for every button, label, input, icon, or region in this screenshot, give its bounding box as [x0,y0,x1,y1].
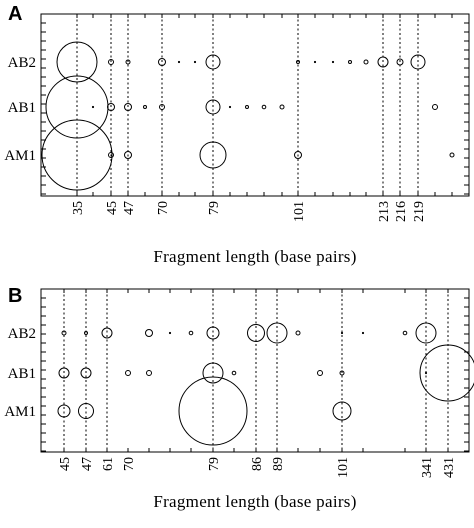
panel-a-point-ab2-110 [313,60,317,64]
panel-b-point-ab2-101 [340,331,344,335]
panel-b-x-tick-label-61: 61 [101,457,116,471]
panel-b-x-tick-label-70: 70 [122,457,137,471]
panel-a-point-ab1-70 [159,104,165,110]
panel-b-point-ab2-300 [402,330,408,336]
panel-b-point-ab2-45 [61,330,67,336]
panel-a-x-tick-label-219: 219 [412,201,427,222]
panel-b-point-ab2-47 [84,331,88,335]
panel-a-x-tick-label-70: 70 [156,201,171,215]
panel-b-x-tick-label-101: 101 [336,457,351,478]
panel-a-x-tick-label-47: 47 [122,201,137,215]
panel-a-x-tick-label-35: 35 [71,201,86,215]
panel-a-point-ab1-79 [205,99,221,115]
panel-b-point-ab2-61 [101,327,113,339]
panel-a-point-am1-47 [124,151,132,159]
panel-a-x-tick-label-213: 213 [377,201,392,222]
panel-b-point-ab1-82 [231,370,237,376]
panel-a-row-label-ab1: AB1 [8,100,36,116]
panel-b-row-label-ab2: AB2 [8,326,36,342]
panel-a-point-ab2-47 [125,59,131,65]
panel-a-x-axis-title: Fragment length (base pairs) [153,247,356,266]
panel-a-x-tick-label-45: 45 [105,201,120,215]
panel-a-point-ab2-70 [158,58,166,66]
panel-b-point-am1-79 [178,376,248,446]
panel-b-x-tick-label-431: 431 [442,457,457,478]
panel-b-point-am1-47 [78,403,94,419]
panel-b-point-ab2-76 [188,330,194,336]
panel-a-x-tick-label-101: 101 [292,201,307,222]
panel-a-point-ab2-45 [108,59,114,65]
panel-b-point-ab1-341 [424,371,428,375]
panel-b-point-ab2-341 [415,322,437,344]
panel-b-point-ab1-45 [58,367,70,379]
panel-a-point-ab1-45 [107,103,115,111]
panel-b-point-ab2-86 [247,324,265,342]
panel-a-point-ab1-85 [245,105,249,109]
panel-b-point-ab2-74 [168,331,172,335]
panel-b-x-tick-label-89: 89 [271,457,286,471]
panel-b-row-label-ab1: AB1 [8,366,36,382]
panel-a-point-ab2-216 [396,58,404,66]
panel-a-point-am1-79 [199,141,227,169]
panel-a-point-ab1-82 [228,105,232,109]
panel-a-row-label-am1: AM1 [4,148,36,164]
panel-a-point-am1-35 [41,119,113,191]
panel-b-point-ab1-431 [419,344,474,402]
panel-a-x-tick-label-79: 79 [207,201,222,215]
panel-b-x-tick-label-45: 45 [58,457,73,471]
panel-a-point-ab2-150 [331,60,335,64]
panel-a-point-am1-240 [449,152,455,158]
panel-a-point-ab1-88 [261,104,267,110]
panel-b-point-ab1-79 [202,362,224,384]
panel-a-point-ab2-76 [193,60,197,64]
panel-a-x-tick-label-216: 216 [394,201,409,222]
panel-b-x-tick-label-79: 79 [207,457,222,471]
panel-b-x-axis-title: Fragment length (base pairs) [153,492,356,511]
panel-a-point-am1-101 [294,151,302,159]
panel-b-x-tick-label-47: 47 [80,457,95,471]
panel-a-point-ab2-74 [177,60,181,64]
panel-a-point-ab2-35 [56,41,98,83]
panel-b-point-ab2-89 [266,322,288,344]
panel-a-point-ab1-40 [91,105,95,109]
panel-a-point-ab2-200 [363,59,369,65]
panel-a-point-ab2-219 [410,54,426,70]
panel-a-point-ab2-79 [205,54,221,70]
panel-a-label: A [8,3,22,25]
panel-a-point-ab1-95 [279,104,285,110]
panel-b-point-ab2-92 [295,330,301,336]
panel-b-row-label-am1: AM1 [4,404,36,420]
panel-a-plot-frame [40,13,470,197]
panel-b-plot-frame [40,288,470,453]
panel-a-point-ab1-230 [432,104,438,110]
panel-b-point-ab1-70 [125,370,131,376]
panel-a-point-ab2-101 [296,60,300,64]
panel-b-label: B [8,285,22,307]
panel-a-point-ab2-180 [348,60,352,64]
panel-a-point-ab1-60 [143,105,147,109]
panel-b-point-ab2-72 [145,329,153,337]
panel-b-point-ab2-200 [361,331,365,335]
panel-b-point-am1-101 [332,401,352,421]
panel-a-point-am1-45 [108,152,114,158]
panel-b-x-tick-label-86: 86 [250,457,265,471]
panel-a-point-ab1-47 [124,103,132,111]
panel-a-point-ab2-213 [377,56,389,68]
panel-a-row-label-ab2: AB2 [8,55,36,71]
panel-b-point-ab1-72 [146,370,152,376]
panel-b-point-ab1-95 [317,370,323,376]
panel-b-point-ab2-79 [206,326,220,340]
panel-b-point-ab1-101 [339,370,345,376]
panel-b-x-tick-label-341: 341 [420,457,435,478]
panel-b-point-ab1-47 [80,367,92,379]
panel-b-point-am1-45 [57,404,71,418]
